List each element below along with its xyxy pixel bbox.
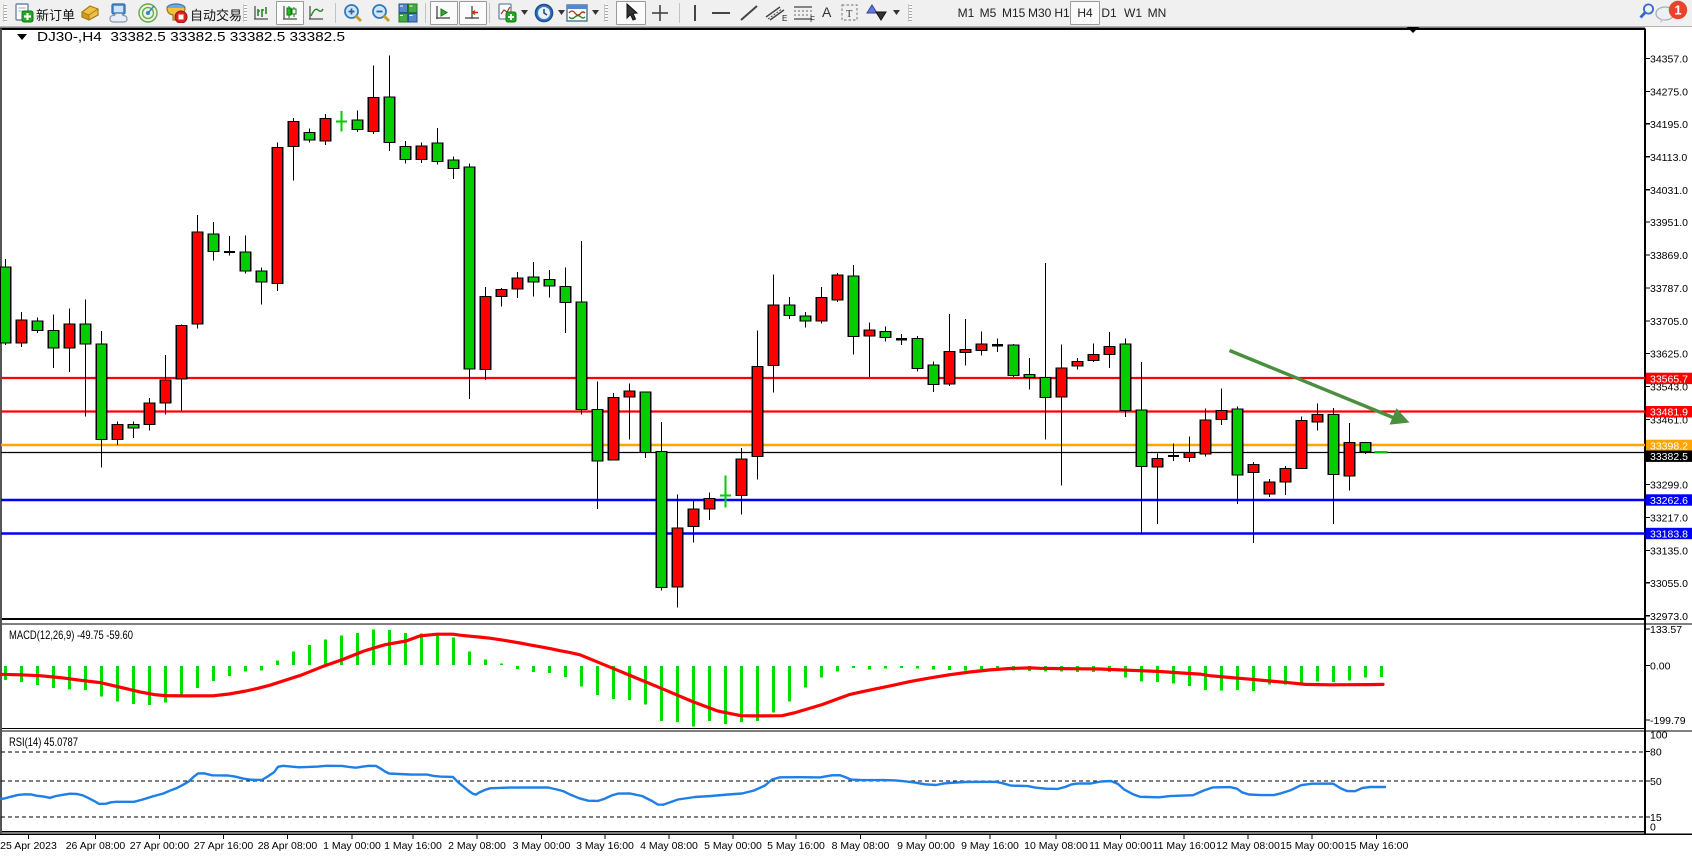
svg-text:133.57: 133.57 bbox=[1650, 624, 1682, 636]
svg-text:8 May 08:00: 8 May 08:00 bbox=[832, 840, 890, 852]
svg-text:34275.0: 34275.0 bbox=[1650, 87, 1688, 99]
svg-text:50: 50 bbox=[1650, 776, 1662, 788]
svg-text:33565.7: 33565.7 bbox=[1650, 373, 1688, 385]
svg-text:100: 100 bbox=[1650, 730, 1668, 742]
svg-text:12 May 08:00: 12 May 08:00 bbox=[1216, 840, 1280, 852]
svg-text:33262.6: 33262.6 bbox=[1650, 495, 1688, 507]
svg-text:25 Apr 2023: 25 Apr 2023 bbox=[0, 840, 57, 852]
svg-text:RSI(14) 45.0787: RSI(14) 45.0787 bbox=[9, 735, 78, 749]
svg-text:26 Apr 08:00: 26 Apr 08:00 bbox=[66, 840, 126, 852]
svg-text:33869.0: 33869.0 bbox=[1650, 250, 1688, 262]
svg-text:11 May 00:00: 11 May 00:00 bbox=[1089, 840, 1152, 852]
svg-text:33705.0: 33705.0 bbox=[1650, 316, 1688, 328]
svg-text:0: 0 bbox=[1650, 822, 1656, 834]
svg-text:4 May 08:00: 4 May 08:00 bbox=[640, 840, 698, 852]
svg-text:27 Apr 00:00: 27 Apr 00:00 bbox=[130, 840, 190, 852]
svg-text:1 May 16:00: 1 May 16:00 bbox=[384, 840, 442, 852]
svg-text:-199.79: -199.79 bbox=[1650, 715, 1686, 727]
svg-text:33543.0: 33543.0 bbox=[1650, 381, 1688, 393]
svg-text:27 Apr 16:00: 27 Apr 16:00 bbox=[194, 840, 254, 852]
svg-text:3 May 00:00: 3 May 00:00 bbox=[513, 840, 571, 852]
svg-text:33787.0: 33787.0 bbox=[1650, 283, 1688, 295]
svg-text:F: F bbox=[810, 15, 815, 23]
svg-text:3 May 16:00: 3 May 16:00 bbox=[576, 840, 634, 852]
svg-text:11 May 16:00: 11 May 16:00 bbox=[1153, 840, 1216, 852]
svg-text:33055.0: 33055.0 bbox=[1650, 578, 1688, 590]
svg-text:DJ30-,H4 33382.5 33382.5 3338: DJ30-,H4 33382.5 33382.5 33382.5 33382.5 bbox=[37, 30, 345, 44]
svg-text:5 May 00:00: 5 May 00:00 bbox=[704, 840, 762, 852]
svg-text:32973.0: 32973.0 bbox=[1650, 611, 1688, 623]
svg-text:0.00: 0.00 bbox=[1650, 661, 1671, 673]
svg-text:33398.2: 33398.2 bbox=[1650, 440, 1688, 452]
svg-text:33382.5: 33382.5 bbox=[1650, 451, 1688, 463]
svg-text:MACD(12,26,9) -49.75 -59.60: MACD(12,26,9) -49.75 -59.60 bbox=[9, 628, 133, 642]
svg-text:9 May 00:00: 9 May 00:00 bbox=[897, 840, 955, 852]
svg-text:33481.9: 33481.9 bbox=[1650, 407, 1688, 419]
svg-text:34357.0: 34357.0 bbox=[1650, 54, 1688, 66]
svg-text:33135.0: 33135.0 bbox=[1650, 546, 1688, 558]
svg-text:28 Apr 08:00: 28 Apr 08:00 bbox=[258, 840, 318, 852]
svg-text:1 May 00:00: 1 May 00:00 bbox=[323, 840, 381, 852]
svg-text:15 May 00:00: 15 May 00:00 bbox=[1280, 840, 1344, 852]
svg-text:80: 80 bbox=[1650, 747, 1662, 759]
svg-text:1: 1 bbox=[1674, 3, 1681, 18]
svg-text:2 May 08:00: 2 May 08:00 bbox=[448, 840, 506, 852]
svg-text:33299.0: 33299.0 bbox=[1650, 480, 1688, 492]
svg-text:15 May 16:00: 15 May 16:00 bbox=[1345, 840, 1409, 852]
svg-text:34195.0: 34195.0 bbox=[1650, 119, 1688, 131]
svg-text:33183.8: 33183.8 bbox=[1650, 529, 1688, 541]
svg-text:33625.0: 33625.0 bbox=[1650, 348, 1688, 360]
svg-text:E: E bbox=[782, 14, 787, 23]
svg-text:33217.0: 33217.0 bbox=[1650, 513, 1688, 525]
svg-text:10 May 08:00: 10 May 08:00 bbox=[1024, 840, 1088, 852]
svg-text:9 May 16:00: 9 May 16:00 bbox=[961, 840, 1019, 852]
svg-text:34031.0: 34031.0 bbox=[1650, 185, 1688, 197]
svg-text:33951.0: 33951.0 bbox=[1650, 217, 1688, 229]
svg-text:5 May 16:00: 5 May 16:00 bbox=[767, 840, 825, 852]
svg-text:15: 15 bbox=[1650, 812, 1662, 824]
svg-text:T: T bbox=[846, 9, 853, 20]
svg-text:34113.0: 34113.0 bbox=[1650, 152, 1687, 164]
